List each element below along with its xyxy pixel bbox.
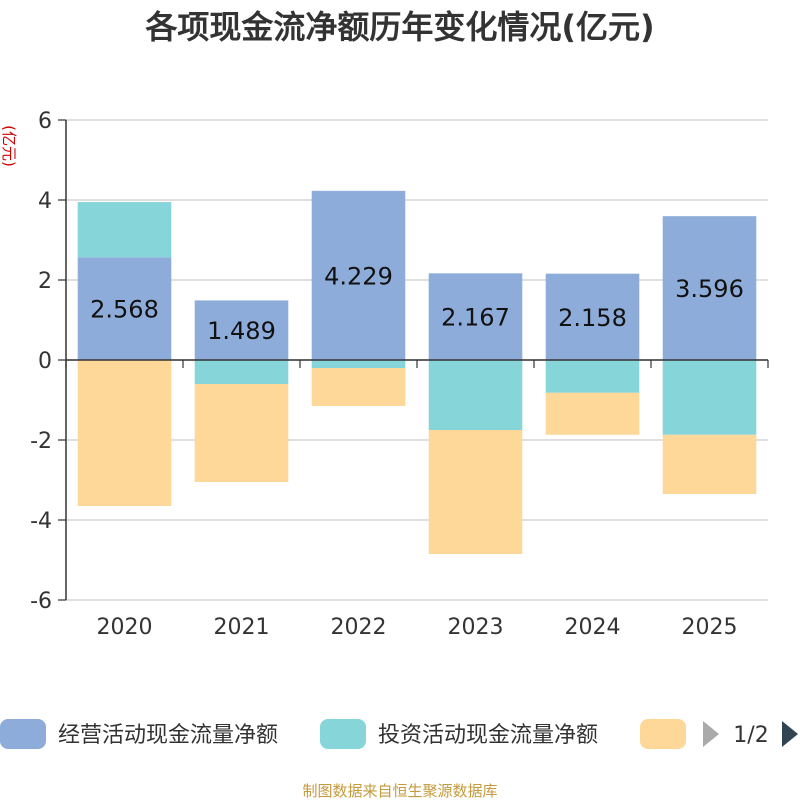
x-tick-label: 2021	[214, 615, 270, 640]
bar-2022-series-2[interactable]	[311, 360, 406, 368]
data-label-2023: 2.167	[441, 304, 510, 332]
legend-item-3[interactable]	[640, 719, 686, 749]
y-tick-label: 2	[38, 269, 52, 294]
bar-2021-series-1[interactable]	[194, 300, 289, 360]
data-source-note: 制图数据来自恒生聚源数据库	[302, 782, 497, 800]
chart-title: 各项现金流净额历年变化情况(亿元)	[145, 8, 654, 46]
axes-group: 6 4 2 0 -2 -4 -6 2020 2021 2022 2023 2024 2025	[30, 109, 769, 640]
bar-2025-series-1[interactable]	[662, 216, 757, 360]
bars-group	[77, 190, 757, 554]
bar-2025-series-3[interactable]	[662, 434, 757, 494]
legend: 经营活动现金流量净额 投资活动现金流量净额 1/2	[0, 719, 798, 749]
x-tick-label: 2020	[97, 615, 153, 640]
legend-next-page-icon[interactable]	[782, 721, 798, 747]
bar-2021-series-2[interactable]	[194, 360, 289, 384]
x-tick-label: 2025	[682, 615, 738, 640]
bar-2023-series-2[interactable]	[428, 360, 523, 430]
bar-2022-series-1[interactable]	[311, 190, 406, 360]
y-tick-label: 4	[38, 189, 52, 214]
legend-swatch	[320, 719, 366, 749]
x-tick-label: 2023	[448, 615, 504, 640]
legend-swatch	[640, 719, 686, 749]
y-tick-label: -4	[30, 509, 52, 534]
bar-2024-series-3[interactable]	[545, 392, 640, 435]
bar-2021-series-3[interactable]	[194, 384, 289, 482]
x-tick-label: 2024	[565, 615, 621, 640]
data-labels-group: 2.568 1.489 4.229 2.167 2.158 3.596	[90, 262, 744, 345]
legend-label: 经营活动现金流量净额	[58, 723, 278, 748]
bar-2023-series-3[interactable]	[428, 430, 523, 554]
x-tick-label: 2022	[331, 615, 387, 640]
legend-item-2[interactable]: 投资活动现金流量净额	[320, 719, 598, 749]
bar-2023-series-1[interactable]	[428, 273, 523, 360]
bar-2025-series-2[interactable]	[662, 360, 757, 435]
y-axis-unit-label: (亿元)	[0, 125, 18, 167]
bar-2020-series-3[interactable]	[77, 360, 172, 506]
y-tick-label: 6	[38, 109, 52, 134]
data-label-2025: 3.596	[675, 275, 744, 303]
y-tick-label: -2	[30, 429, 52, 454]
legend-label: 投资活动现金流量净额	[378, 723, 598, 748]
legend-item-1[interactable]: 经营活动现金流量净额	[0, 719, 278, 749]
y-tick-label: 0	[38, 349, 52, 374]
bar-2020-series-1[interactable]	[77, 257, 172, 360]
bar-2024-series-1[interactable]	[545, 273, 640, 360]
data-label-2024: 2.158	[558, 304, 627, 332]
data-label-2020: 2.568	[90, 296, 159, 324]
legend-swatch	[0, 719, 46, 749]
legend-page-indicator: 1/2	[733, 723, 768, 748]
data-label-2021: 1.489	[207, 317, 276, 345]
y-tick-label: -6	[30, 589, 52, 614]
bar-2020-series-2[interactable]	[77, 202, 172, 258]
legend-prev-page-icon[interactable]	[703, 721, 719, 747]
bar-2024-series-2[interactable]	[545, 360, 640, 393]
data-label-2022: 4.229	[324, 262, 393, 290]
bar-2022-series-3[interactable]	[311, 368, 406, 406]
